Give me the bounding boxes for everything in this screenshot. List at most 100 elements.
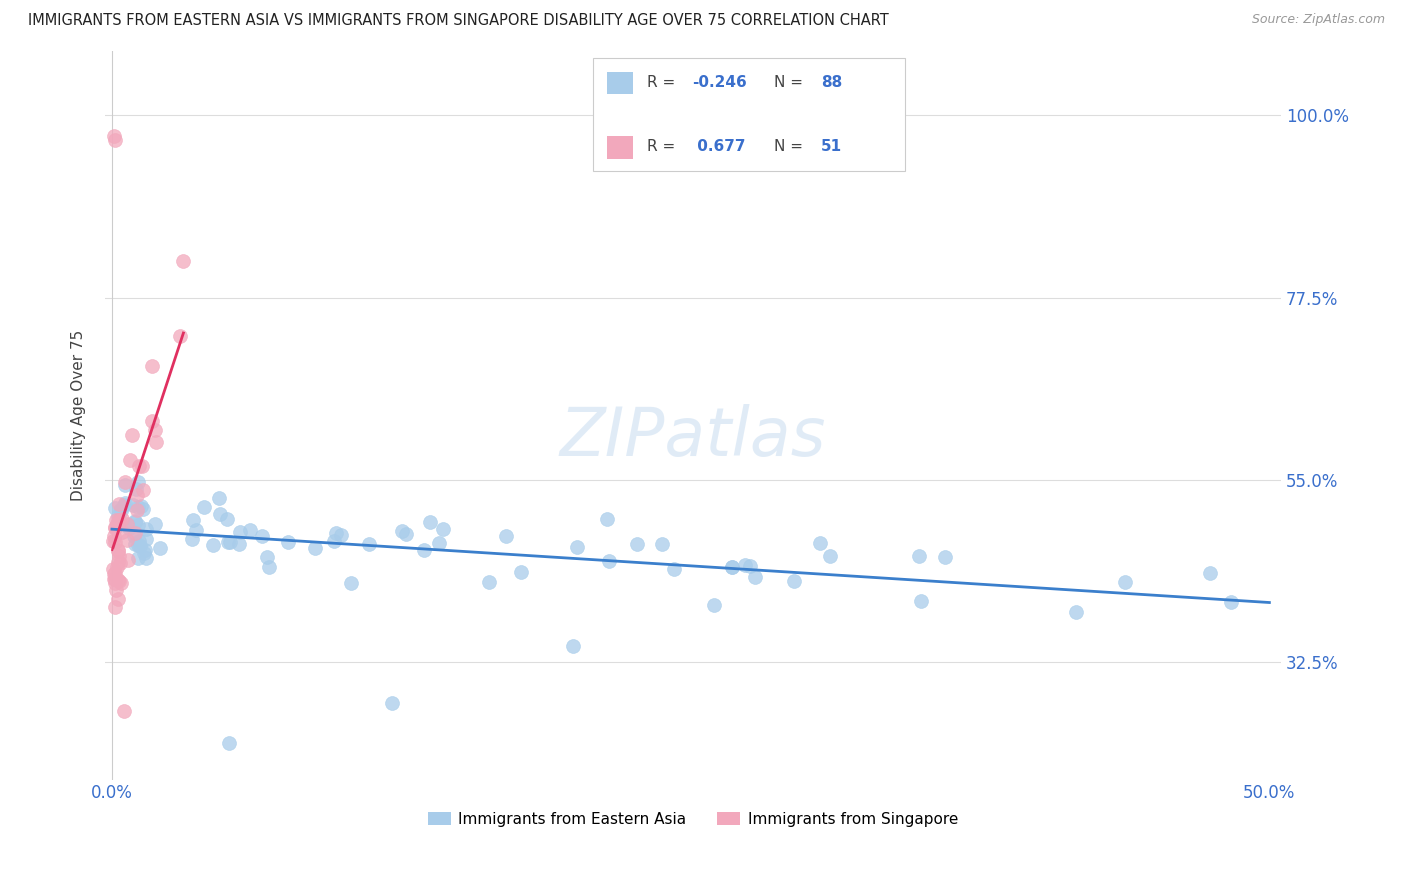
Point bbox=[169, 328, 191, 343]
Point bbox=[145, 435, 167, 450]
Point bbox=[134, 522, 156, 536]
Point bbox=[105, 583, 128, 598]
Point bbox=[217, 535, 239, 549]
Point bbox=[107, 544, 129, 558]
Legend: Immigrants from Eastern Asia, Immigrants from Singapore: Immigrants from Eastern Asia, Immigrants… bbox=[427, 812, 957, 827]
Point bbox=[228, 525, 250, 540]
Point bbox=[107, 509, 129, 524]
Point bbox=[734, 558, 756, 573]
Point bbox=[304, 541, 326, 555]
Text: ZIPatlas: ZIPatlas bbox=[560, 404, 827, 470]
Point bbox=[703, 599, 725, 613]
Point bbox=[128, 533, 150, 548]
Point bbox=[107, 574, 129, 588]
Text: 51: 51 bbox=[821, 139, 842, 154]
Point bbox=[114, 477, 136, 491]
Point bbox=[129, 500, 152, 514]
Point bbox=[104, 600, 127, 615]
Text: 0.677: 0.677 bbox=[692, 139, 745, 154]
Point bbox=[127, 517, 149, 532]
Point bbox=[107, 592, 129, 607]
Point bbox=[818, 549, 841, 563]
Point bbox=[257, 559, 280, 574]
Point bbox=[495, 529, 517, 543]
Point bbox=[330, 528, 353, 542]
Point bbox=[114, 496, 136, 510]
Point bbox=[740, 559, 762, 574]
Point bbox=[132, 483, 155, 497]
Point bbox=[107, 559, 129, 574]
Point bbox=[134, 542, 156, 557]
Point bbox=[626, 537, 648, 551]
Point bbox=[419, 516, 441, 530]
Point bbox=[115, 533, 138, 548]
Point bbox=[107, 513, 129, 527]
Point bbox=[107, 543, 129, 558]
Point bbox=[104, 535, 127, 549]
Point bbox=[127, 550, 149, 565]
Point bbox=[172, 254, 194, 268]
Point bbox=[124, 514, 146, 528]
Bar bbox=[593, 58, 904, 171]
Text: R =: R = bbox=[647, 139, 681, 154]
Point bbox=[120, 452, 142, 467]
Point bbox=[208, 491, 231, 506]
Point bbox=[117, 517, 139, 532]
Point bbox=[427, 536, 450, 550]
Point bbox=[121, 427, 143, 442]
Point bbox=[215, 512, 238, 526]
Point bbox=[103, 562, 125, 576]
Point bbox=[1199, 566, 1222, 580]
Point bbox=[323, 533, 346, 548]
Point bbox=[907, 549, 929, 563]
Point bbox=[595, 512, 617, 526]
Point bbox=[135, 551, 157, 566]
Point bbox=[193, 500, 215, 515]
Point bbox=[128, 458, 150, 473]
Point bbox=[720, 560, 742, 574]
Point bbox=[108, 498, 131, 512]
Point bbox=[381, 696, 404, 710]
Point bbox=[103, 529, 125, 543]
Point bbox=[561, 639, 583, 653]
Point bbox=[108, 557, 131, 571]
Point bbox=[104, 133, 127, 147]
Text: IMMIGRANTS FROM EASTERN ASIA VS IMMIGRANTS FROM SINGAPORE DISABILITY AGE OVER 75: IMMIGRANTS FROM EASTERN ASIA VS IMMIGRAN… bbox=[28, 13, 889, 29]
Point bbox=[149, 541, 172, 555]
Point bbox=[184, 523, 207, 537]
Point bbox=[134, 546, 156, 560]
Point bbox=[181, 532, 204, 546]
Point bbox=[104, 520, 127, 534]
Point bbox=[105, 516, 128, 531]
Text: N =: N = bbox=[775, 139, 808, 154]
Point bbox=[110, 504, 132, 518]
Point bbox=[228, 536, 250, 550]
Point bbox=[1064, 606, 1087, 620]
Point bbox=[127, 500, 149, 515]
Point bbox=[129, 539, 152, 553]
Point bbox=[107, 514, 129, 528]
Point bbox=[127, 503, 149, 517]
Point bbox=[122, 529, 145, 543]
Point bbox=[134, 532, 156, 546]
Point bbox=[277, 535, 299, 549]
Point bbox=[124, 515, 146, 529]
Point bbox=[662, 562, 685, 576]
Point bbox=[395, 526, 418, 541]
Point bbox=[124, 526, 146, 541]
Point bbox=[107, 555, 129, 569]
Point bbox=[721, 559, 744, 574]
Point bbox=[208, 508, 231, 522]
Point bbox=[115, 517, 138, 532]
Point bbox=[1220, 595, 1243, 609]
Point bbox=[432, 522, 454, 536]
Point bbox=[112, 704, 135, 718]
Point bbox=[510, 565, 533, 579]
Point bbox=[107, 574, 129, 588]
Point bbox=[121, 499, 143, 513]
Y-axis label: Disability Age Over 75: Disability Age Over 75 bbox=[72, 329, 86, 500]
Point bbox=[598, 554, 620, 568]
Point bbox=[110, 511, 132, 525]
Point bbox=[105, 512, 128, 526]
Point bbox=[143, 424, 166, 438]
